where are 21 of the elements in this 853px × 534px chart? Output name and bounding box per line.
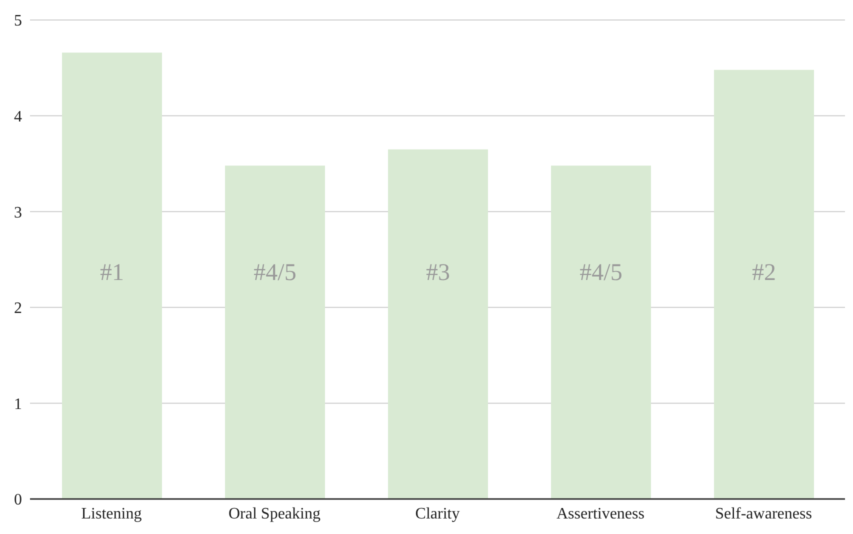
y-tick-label: 5 bbox=[14, 12, 22, 30]
bar bbox=[388, 149, 488, 499]
x-tick-label: Listening bbox=[81, 505, 142, 522]
x-tick-label: Assertiveness bbox=[556, 505, 644, 522]
y-tick-label: 0 bbox=[14, 492, 22, 509]
bar bbox=[225, 166, 325, 499]
annotation: #2 bbox=[752, 260, 776, 286]
y-tick-label: 3 bbox=[14, 204, 22, 222]
y-tick-label: 2 bbox=[14, 300, 22, 318]
y-tick-label: 4 bbox=[14, 108, 22, 126]
x-tick-label: Clarity bbox=[415, 505, 460, 522]
x-tick-label: Oral Speaking bbox=[228, 505, 320, 522]
bar bbox=[62, 52, 162, 499]
x-tick-label: Self-awareness bbox=[715, 505, 812, 522]
bar bbox=[714, 70, 814, 499]
y-tick-label: 1 bbox=[14, 396, 22, 413]
annotation: #4/5 bbox=[254, 260, 296, 286]
bar bbox=[551, 166, 651, 499]
annotation: #1 bbox=[100, 260, 124, 286]
annotation: #4/5 bbox=[580, 260, 622, 286]
annotation: #3 bbox=[426, 260, 450, 286]
